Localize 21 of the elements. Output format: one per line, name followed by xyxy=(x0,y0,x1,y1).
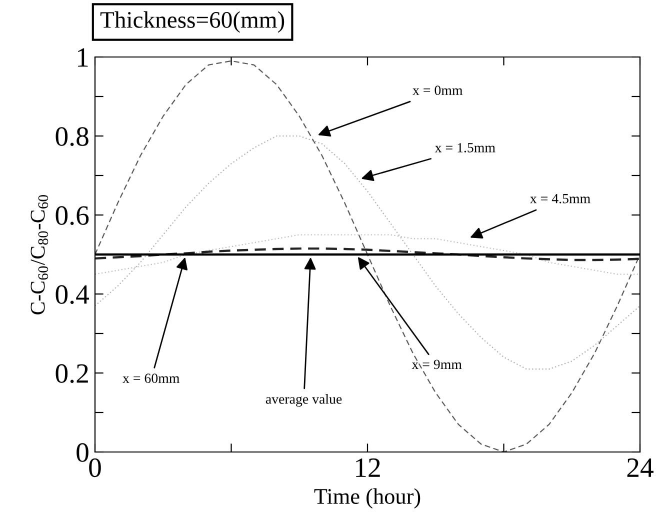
x-tick-label: 12 xyxy=(356,458,380,477)
chart-title: Thickness=60(mm) xyxy=(100,11,284,33)
y-tick-label: 0.2 xyxy=(56,364,88,384)
y-tick-label: 0 xyxy=(76,443,88,462)
annotation: x = 4.5mm xyxy=(530,194,590,204)
annotation: x = 60mm xyxy=(122,374,180,383)
line-series xyxy=(95,135,640,370)
line-series xyxy=(95,234,640,275)
line-series xyxy=(95,60,640,452)
y-tick-label: 0.4 xyxy=(56,285,90,304)
y-tick-label: 0.6 xyxy=(56,206,89,226)
annotation: average value xyxy=(266,394,342,407)
annotation: x = 0mm xyxy=(412,86,463,96)
y-tick-label: 0.8 xyxy=(56,127,88,146)
annotation: x = 9mm xyxy=(412,360,462,370)
annotation: x = 1.5mm xyxy=(434,143,496,152)
line-series xyxy=(95,247,640,262)
x-axis-title: Time (hour) xyxy=(314,488,420,508)
y-tick-label: 1 xyxy=(78,48,88,67)
y-axis-title: C-C$_{60}$/C$_{80}$-C$_{60}$ xyxy=(30,195,48,314)
x-tick-label: 24 xyxy=(627,458,654,477)
